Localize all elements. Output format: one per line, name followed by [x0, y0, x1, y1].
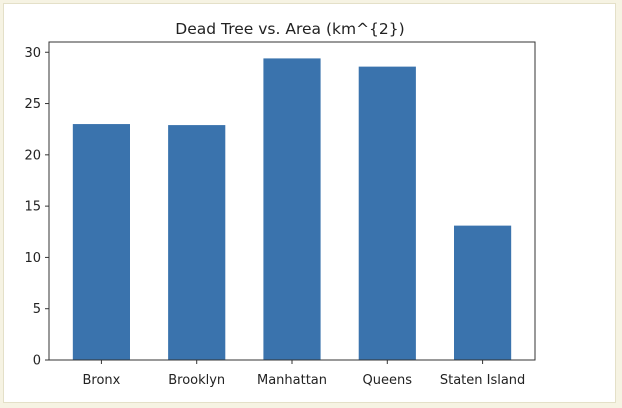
y-tick-label: 25 — [24, 97, 41, 112]
y-tick-label: 15 — [24, 200, 41, 215]
y-tick-label: 30 — [24, 46, 41, 61]
y-tick-label: 0 — [33, 354, 41, 369]
bar-brooklyn — [168, 125, 226, 360]
bar-queens — [358, 66, 416, 361]
y-tick-label: 20 — [24, 148, 41, 163]
y-tick-label: 10 — [24, 251, 41, 266]
x-tick-label: Staten Island — [440, 373, 525, 388]
x-tick-label: Manhattan — [257, 373, 327, 388]
plot-area-frame — [48, 41, 536, 361]
x-tick-label: Queens — [363, 373, 413, 388]
bar-manhattan — [263, 58, 321, 360]
y-tick-label: 5 — [33, 302, 41, 317]
chart-title: Dead Tree vs. Area (km^{2}) — [175, 20, 404, 38]
x-tick-label: Brooklyn — [168, 373, 225, 388]
x-tick-label: Bronx — [82, 373, 120, 388]
bar-staten-island — [454, 225, 512, 360]
bar-bronx — [72, 124, 130, 360]
